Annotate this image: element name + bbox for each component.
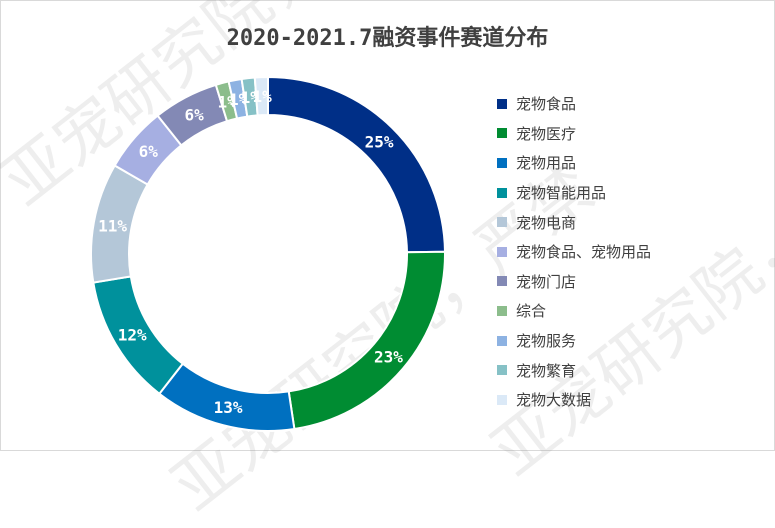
- legend-item-10: 宠物大数据: [497, 385, 651, 415]
- slice-value-label-10: 1%: [252, 87, 272, 106]
- legend-label-8: 宠物服务: [516, 332, 577, 351]
- legend-item-4: 宠物电商: [497, 207, 651, 237]
- legend-item-5: 宠物食品、宠物用品: [497, 237, 651, 267]
- legend-item-8: 宠物服务: [497, 326, 651, 356]
- legend-swatch-3: [497, 187, 507, 198]
- slice-value-label-0: 25%: [365, 133, 394, 152]
- legend-item-6: 宠物门店: [497, 267, 651, 297]
- slice-value-label-3: 12%: [118, 326, 147, 345]
- donut-chart: 25%23%13%12%11%6%6%1%1%1%1%: [90, 75, 446, 432]
- donut-slice-1: [287, 250, 446, 431]
- legend-label-3: 宠物智能用品: [516, 184, 607, 203]
- donut-slice-10: [253, 75, 269, 117]
- legend-swatch-9: [497, 365, 507, 376]
- legend-label-10: 宠物大数据: [516, 391, 592, 410]
- legend-item-1: 宠物医疗: [497, 119, 651, 149]
- donut-slice-0: [267, 75, 446, 254]
- slice-value-label-1: 23%: [374, 347, 403, 366]
- slice-value-label-6: 6%: [185, 105, 205, 124]
- chart-legend: 宠物食品宠物医疗宠物用品宠物智能用品 宠物电商宠物食品、宠物用品 宠物门店综合宠物服…: [497, 89, 651, 415]
- legend-item-3: 宠物智能用品: [497, 178, 651, 208]
- legend-label-2: 宠物用品: [516, 154, 577, 173]
- legend-item-9: 宠物繁育: [497, 355, 651, 385]
- legend-swatch-4: [497, 217, 507, 228]
- legend-label-4: 宠物电商: [516, 213, 577, 232]
- legend-swatch-5: [497, 246, 507, 257]
- chart-title: 2020-2021.7融资事件赛道分布: [226, 26, 549, 51]
- legend-swatch-8: [497, 335, 507, 346]
- legend-swatch-6: [497, 276, 507, 287]
- legend-label-5: 宠物食品、宠物用品: [516, 243, 652, 262]
- legend-label-7: 综合: [516, 302, 547, 321]
- slice-value-label-4: 11%: [98, 217, 127, 236]
- legend-item-2: 宠物用品: [497, 148, 651, 178]
- legend-swatch-7: [497, 305, 507, 316]
- slice-value-label-5: 6%: [139, 142, 159, 161]
- legend-label-9: 宠物繁育: [516, 361, 577, 380]
- legend-swatch-10: [497, 394, 507, 405]
- legend-label-6: 宠物门店: [516, 272, 577, 291]
- legend-swatch-0: [497, 98, 507, 109]
- legend-label-0: 宠物食品: [516, 95, 577, 114]
- legend-item-0: 宠物食品: [497, 89, 651, 119]
- legend-item-7: 综合: [497, 296, 651, 326]
- slice-value-label-2: 13%: [214, 398, 243, 417]
- legend-label-1: 宠物医疗: [516, 124, 577, 143]
- legend-swatch-1: [497, 128, 507, 139]
- legend-swatch-2: [497, 157, 507, 168]
